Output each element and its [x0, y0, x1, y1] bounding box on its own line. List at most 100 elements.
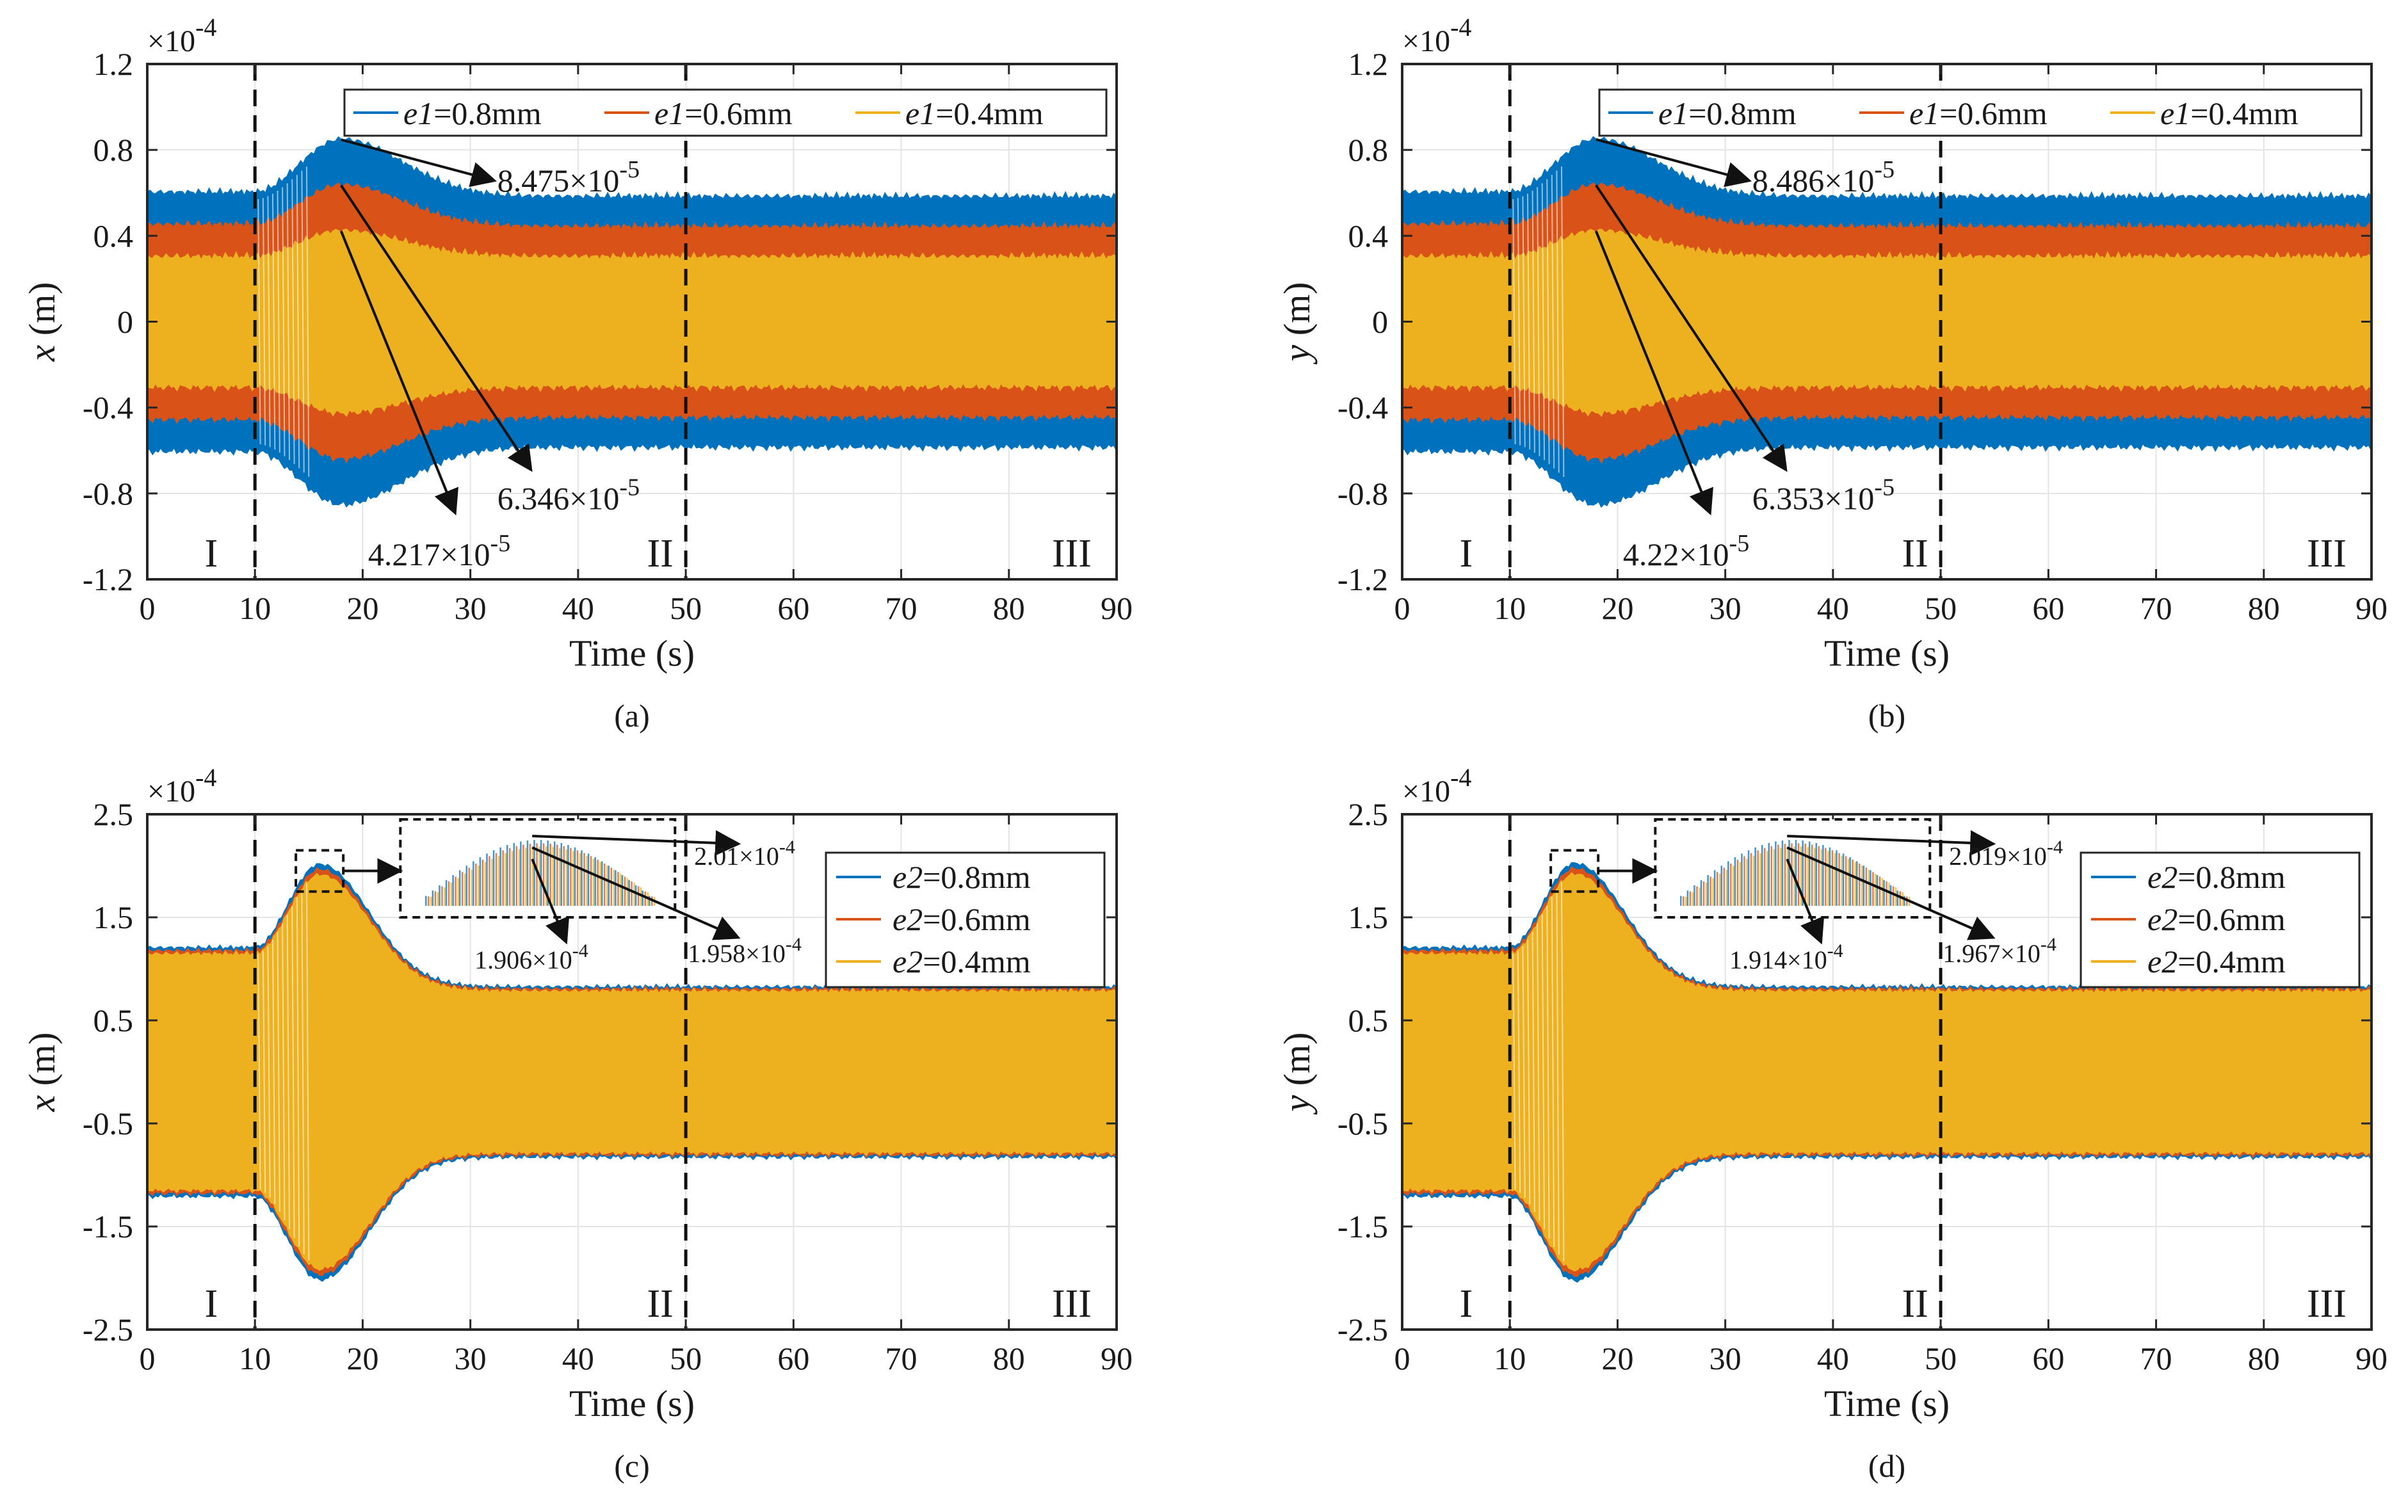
annotation-mantissa: 8.486×10 [1752, 163, 1875, 198]
x-tick-label: 20 [346, 590, 378, 626]
legend-eq: =0.6mm [1939, 95, 2048, 131]
annotation-arrow-0 [341, 138, 497, 188]
exponent-label: ×10-4 [1402, 13, 1471, 58]
panel-label: (d) [1868, 1448, 1905, 1484]
x-tick-label: 60 [2032, 590, 2064, 626]
region-label-II: II [1902, 1282, 1928, 1326]
oscillation-line [296, 175, 300, 469]
y-tick-label: -0.5 [1337, 1106, 1388, 1141]
exponent-power: -4 [1450, 13, 1471, 42]
x-tick-label: 10 [239, 1340, 271, 1376]
oscillation-line [271, 193, 276, 450]
annotations: 2.01×10-41.958×10-41.906×10-4 [295, 818, 802, 974]
annotation-label-2: 1.914×10-4 [1729, 940, 1843, 974]
annotation-arrow-1 [1786, 846, 1996, 940]
x-tick-label: 70 [885, 590, 917, 626]
oscillation-line [267, 946, 271, 1198]
panel-label: (c) [614, 1448, 650, 1484]
annotation-label-2: 1.906×10-4 [474, 940, 588, 974]
legend-eq: =0.8mm [433, 95, 542, 131]
oscillation-line [282, 923, 286, 1221]
x-tick-label: 80 [993, 1340, 1025, 1376]
x-tick-label: 20 [1601, 1340, 1633, 1376]
legend-entry-2: e1=0.4mm [2160, 95, 2299, 131]
x-tick-label: 0 [140, 590, 156, 626]
y-tick-label: -1.2 [83, 561, 133, 597]
oscillation-line [262, 198, 266, 446]
x-tick-label: 40 [562, 1340, 594, 1376]
x-tick-label: 90 [1101, 590, 1133, 626]
y-axis-unit: (m) [21, 282, 63, 345]
y-tick-label: -2.5 [1337, 1312, 1388, 1347]
axes-box [1401, 813, 2373, 1331]
legend-var: e2 [2147, 944, 2178, 979]
oscillation-line [1551, 896, 1555, 1248]
region-label-II: II [647, 1282, 673, 1326]
oscillation-lines [1512, 166, 1565, 478]
y-tick-label: -1.2 [1337, 561, 1388, 597]
legend-var: e1 [654, 95, 684, 131]
annotation-power: -4 [572, 940, 588, 961]
y-tick-label: 2.5 [93, 796, 134, 832]
oscillation-line [1531, 190, 1535, 453]
ticks [146, 63, 1118, 581]
annotation-label-1: 1.958×10-4 [688, 934, 802, 968]
legend-entry-0: e1=0.8mm [403, 95, 542, 131]
oscillation-line [262, 951, 266, 1193]
exponent-base: ×10 [147, 775, 195, 808]
annotation-label-0: 2.01×10-4 [694, 837, 795, 871]
y-tick-label: -0.4 [1337, 390, 1388, 426]
y-tick-label: 1.2 [1348, 46, 1389, 82]
y-tick-label: -1.5 [83, 1209, 133, 1244]
x-tick-label: 60 [777, 1340, 809, 1376]
annotation-power: -5 [490, 530, 511, 557]
x-tick-label: 10 [239, 590, 271, 626]
x-tick-label: 20 [1601, 590, 1633, 626]
x-tick-label: 0 [1394, 590, 1410, 626]
annotation-power: -5 [1729, 530, 1750, 557]
legend-var: e1 [1909, 95, 1939, 131]
oscillation-lines [257, 166, 310, 477]
annotation-mantissa: 2.01×10 [694, 842, 779, 871]
annotation-mantissa: 6.353×10 [1752, 481, 1875, 517]
exponent-base: ×10 [1402, 775, 1450, 808]
x-tick-label: 70 [2140, 1340, 2172, 1376]
region-label-III: III [2307, 1282, 2347, 1326]
legend-entry-1: e1=0.6mm [654, 95, 793, 131]
annotation-arrow-0 [1787, 830, 1996, 856]
oscillation-line [1517, 198, 1521, 446]
x-tick-label: 20 [346, 1340, 378, 1376]
region-label-I: I [205, 1282, 218, 1326]
y-tick-label: 0.4 [93, 218, 134, 253]
oscillation-line [1560, 166, 1565, 478]
exponent-base: ×10 [1402, 24, 1450, 58]
annotation-arrow-2 [531, 858, 570, 945]
annotation-arrow-1 [531, 846, 741, 940]
oscillation-line [267, 196, 271, 447]
legend-var: e1 [2160, 95, 2190, 131]
oscillation-line [1522, 945, 1526, 1198]
oscillation-line [301, 170, 305, 473]
x-tick-label: 50 [670, 1340, 702, 1376]
region-label-I: I [1460, 1282, 1473, 1326]
panel-label: (b) [1868, 698, 1905, 734]
oscillation-line [286, 183, 291, 460]
oscillation-line [291, 906, 295, 1238]
oscillation-lines [1512, 882, 1565, 1262]
panel-label: (a) [614, 698, 650, 734]
x-tick-label: 90 [1101, 1340, 1133, 1376]
oscillation-line [277, 190, 280, 453]
x-tick-label: 30 [1709, 1340, 1741, 1376]
legend-entry-0: e1=0.8mm [1658, 95, 1797, 131]
annotation-arrow-0 [1596, 138, 1752, 188]
region-label-I: I [205, 532, 218, 575]
annotations: 2.019×10-41.967×10-41.914×10-4 [1549, 818, 2063, 974]
axes-box [146, 813, 1118, 1331]
x-tick-label: 50 [1925, 1340, 1957, 1376]
y-axis-unit: (m) [21, 1033, 63, 1095]
annotation-mantissa: 1.914×10 [1729, 945, 1827, 974]
